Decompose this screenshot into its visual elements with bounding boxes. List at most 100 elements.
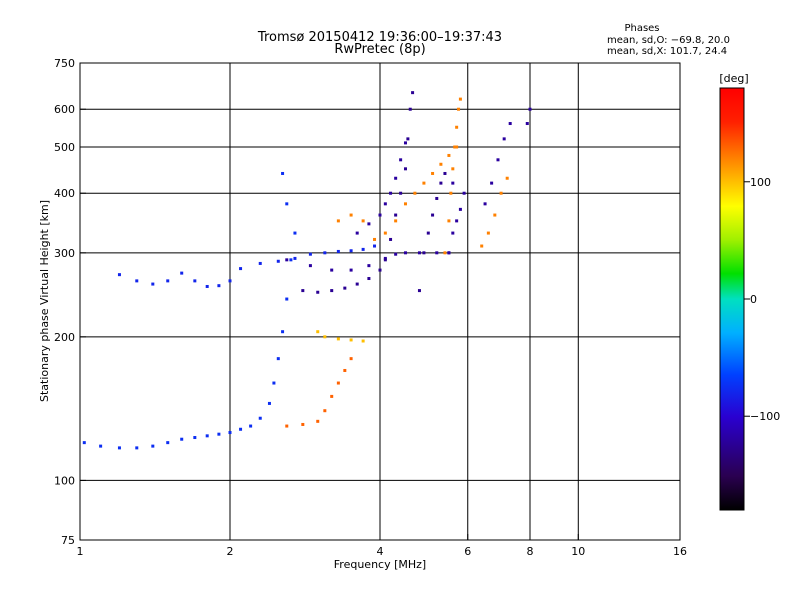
data-point xyxy=(458,97,462,101)
data-point xyxy=(361,247,365,251)
data-point xyxy=(180,271,184,275)
chart-title: Tromsø 20150412 19:36:00–19:37:43 xyxy=(257,30,502,45)
data-point xyxy=(281,330,285,334)
data-point xyxy=(508,122,512,126)
data-point xyxy=(82,441,86,445)
data-point xyxy=(408,107,412,111)
colorbar-tick-label: −100 xyxy=(750,410,780,423)
data-point xyxy=(361,219,365,223)
data-point xyxy=(258,261,262,265)
data-point xyxy=(285,202,289,206)
data-point xyxy=(449,191,453,195)
data-point xyxy=(228,431,232,435)
data-point xyxy=(336,381,340,385)
data-point xyxy=(373,237,377,241)
data-point xyxy=(336,249,340,253)
data-point xyxy=(239,427,243,431)
stats-line-o: mean, sd,O: −69.8, 20.0 xyxy=(607,35,730,46)
data-point xyxy=(308,252,312,256)
data-point xyxy=(349,338,353,342)
data-point xyxy=(193,279,197,283)
data-point xyxy=(217,284,221,288)
gridlines xyxy=(80,63,680,540)
data-point xyxy=(383,202,387,206)
data-point xyxy=(394,213,398,217)
data-point xyxy=(483,202,487,206)
data-point xyxy=(316,290,320,294)
y-tick-label: 75 xyxy=(61,534,75,547)
data-point xyxy=(135,279,139,283)
data-point xyxy=(249,424,253,428)
data-point xyxy=(490,181,494,185)
data-point xyxy=(394,252,398,256)
data-point xyxy=(462,191,466,195)
data-point xyxy=(399,191,403,195)
data-point xyxy=(180,437,184,441)
data-point xyxy=(285,424,289,428)
data-point xyxy=(151,444,155,448)
data-point xyxy=(373,244,377,248)
data-point xyxy=(378,268,382,272)
data-point xyxy=(166,279,170,283)
data-point xyxy=(367,222,371,226)
data-point xyxy=(281,171,285,175)
data-point xyxy=(349,268,353,272)
data-point xyxy=(343,286,347,290)
data-point xyxy=(349,357,353,361)
data-point xyxy=(293,256,297,260)
data-point xyxy=(455,125,459,129)
data-point xyxy=(289,258,293,262)
data-point xyxy=(135,446,139,450)
data-point xyxy=(411,91,415,95)
data-point xyxy=(193,436,197,440)
data-point xyxy=(276,357,280,361)
data-point xyxy=(431,171,435,175)
data-point xyxy=(453,145,457,149)
y-tick-label: 600 xyxy=(54,103,75,116)
data-point xyxy=(378,213,382,217)
data-point xyxy=(443,251,447,255)
data-point xyxy=(293,231,297,235)
y-axis-ticks: 75 100 200 300 400 500 600 750 xyxy=(54,57,86,547)
data-point xyxy=(394,219,398,223)
y-tick-label: 500 xyxy=(54,141,75,154)
data-point xyxy=(267,401,271,405)
data-point xyxy=(399,158,403,162)
data-point xyxy=(323,335,327,339)
data-point xyxy=(205,434,209,438)
x-tick-label: 4 xyxy=(377,545,384,558)
data-point xyxy=(355,282,359,286)
data-point xyxy=(389,237,393,241)
data-point xyxy=(316,419,320,423)
data-point xyxy=(502,137,506,141)
data-point xyxy=(323,251,327,255)
data-point xyxy=(151,282,155,286)
data-point xyxy=(435,196,439,200)
data-point xyxy=(228,279,232,283)
data-point xyxy=(272,381,276,385)
data-point xyxy=(451,167,455,171)
data-point xyxy=(417,251,421,255)
data-point xyxy=(117,446,121,450)
data-point xyxy=(349,213,353,217)
y-tick-label: 750 xyxy=(54,57,75,70)
data-point xyxy=(455,219,459,223)
data-point xyxy=(443,171,447,175)
y-tick-label: 300 xyxy=(54,247,75,260)
x-tick-label: 1 xyxy=(77,545,84,558)
data-point xyxy=(480,244,484,248)
data-point xyxy=(205,284,209,288)
data-point xyxy=(451,181,455,185)
data-point xyxy=(413,191,417,195)
data-point xyxy=(336,337,340,341)
data-point xyxy=(336,219,340,223)
data-point xyxy=(499,191,503,195)
colorbar-tick-label: 100 xyxy=(750,176,771,189)
data-point xyxy=(435,251,439,255)
data-point xyxy=(99,444,103,448)
colorbar xyxy=(719,87,745,511)
data-point xyxy=(447,153,451,157)
chart-subtitle: RwPretec (8p) xyxy=(334,42,425,57)
stats-title: Phases xyxy=(624,23,659,34)
